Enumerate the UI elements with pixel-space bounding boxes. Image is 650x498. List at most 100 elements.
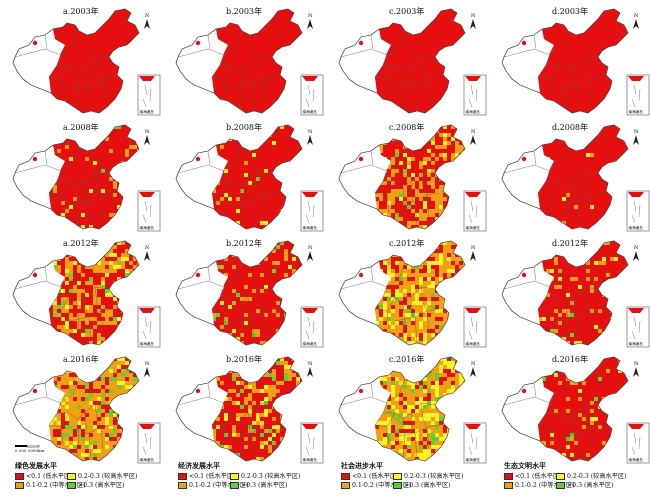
province-boundary (394, 192, 440, 206)
legend-item: >0.3 (高水平区) (556, 480, 614, 489)
legend-item: 0.1-0.2 (中等水平区) (178, 480, 249, 489)
north-arrow-icon (144, 367, 150, 377)
province-boundary (426, 310, 430, 334)
legend: 社会进步水平 <0.1 (低水平区) 0.2-0.3 (较高水平区) 0.1-0.2 … (341, 461, 501, 495)
legend-item: 0.2-0.3 (较高水平区) (67, 471, 138, 480)
panel-title: a.2012年 (63, 239, 99, 248)
legend: 经济发展水平 <0.1 (低水平区) 0.2-0.3 (较高水平区) 0.1-0.2 … (178, 461, 338, 495)
province-boundary (386, 426, 390, 446)
province-boundary (207, 34, 211, 50)
province-boundary (557, 424, 603, 438)
inset-label: 南海诸岛 (303, 109, 318, 114)
province-boundary (57, 54, 110, 72)
north-label: N (308, 361, 313, 367)
province-boundary (386, 146, 406, 172)
inset-box (137, 422, 161, 464)
north-arrow-icon (144, 251, 150, 261)
north-arrow-icon (307, 367, 313, 377)
province-boundary (247, 412, 251, 434)
legend-title: 绿色发展水平 (15, 461, 57, 470)
province-boundary (220, 286, 273, 304)
province-boundary (533, 266, 537, 282)
inset-box (300, 190, 324, 232)
province-boundary (223, 146, 243, 172)
china-map: N 南海诸岛 (501, 8, 650, 116)
china-map: N 南海诸岛 (175, 8, 324, 116)
north-arrow-icon (307, 135, 313, 145)
province-boundary (394, 76, 440, 90)
legend-title: 生态文明水平 (504, 461, 546, 470)
province-boundary (557, 192, 603, 206)
province-boundary (583, 286, 591, 312)
inset-box (626, 74, 650, 116)
north-label: N (308, 13, 313, 19)
panel-title: b.2012年 (226, 239, 263, 248)
panel-title: b.2008年 (226, 123, 263, 132)
province-boundary (414, 432, 418, 460)
province-boundary (394, 424, 440, 438)
legend-swatch (341, 473, 350, 480)
province-boundary (402, 186, 406, 226)
legend-item: >0.3 (高水平区) (67, 480, 125, 489)
panel-title: c.2003年 (389, 7, 425, 16)
legend-swatch (556, 473, 565, 480)
province-boundary (414, 316, 418, 344)
city-marker (358, 156, 364, 162)
province-boundary (57, 402, 110, 420)
city-marker (32, 272, 38, 278)
city-marker (521, 388, 527, 394)
map-panel: N 南海诸岛 b.2003年 (168, 5, 328, 119)
north-arrow-icon (633, 135, 639, 145)
legend-label: 0.2-0.3 (较高水平区) (404, 473, 464, 480)
legend-title: 社会进步水平 (341, 461, 383, 470)
map-panel: N 南海诸岛 c.2003年 (331, 5, 491, 119)
legend-item: 0.2-0.3 (较高水平区) (556, 471, 627, 480)
panel-title: b.2016年 (226, 355, 263, 364)
province-boundary (60, 426, 64, 446)
legend-swatch (67, 482, 76, 489)
inset-label: 南海诸岛 (466, 341, 481, 346)
inset-box (300, 74, 324, 116)
north-arrow-icon (144, 135, 150, 145)
north-label: N (471, 361, 476, 367)
city-marker (358, 272, 364, 278)
panel-title: c.2016年 (389, 355, 425, 364)
province-boundary (549, 310, 553, 330)
province-boundary (565, 70, 569, 110)
north-label: N (308, 245, 313, 251)
province-boundary (383, 402, 436, 420)
province-boundary (426, 426, 430, 450)
legend-label: 0.2-0.3 (较高水平区) (241, 473, 301, 480)
province-boundary (565, 418, 569, 458)
legend-label: 0.2-0.3 (较高水平区) (78, 473, 138, 480)
city-marker (32, 40, 38, 46)
province-boundary (239, 186, 243, 226)
province-boundary (394, 308, 440, 322)
china-map: N 南海诸岛 (338, 240, 487, 348)
panel-title: b.2003年 (226, 7, 263, 16)
province-boundary (263, 194, 267, 218)
city-marker (195, 272, 201, 278)
province-boundary (100, 194, 104, 218)
scale-bar: 0 500 1000km (15, 444, 75, 455)
province-boundary (60, 378, 80, 404)
province-boundary (549, 78, 553, 98)
province-boundary (94, 286, 102, 312)
province-boundary (402, 418, 406, 458)
legend: 生态文明水平 <0.1 (低水平区) 0.2-0.3 (较高水平区) 0.1-0.2 … (504, 461, 650, 495)
province-boundary (386, 78, 390, 98)
province-boundary (44, 150, 48, 166)
north-label: N (634, 245, 639, 251)
city-marker (195, 156, 201, 162)
province-boundary (583, 402, 591, 428)
legend-item: 0.1-0.2 (中等水平区) (341, 480, 412, 489)
legend-swatch (178, 482, 187, 489)
china-map: N 南海诸岛 (12, 8, 161, 116)
province-boundary (546, 54, 599, 72)
legend-swatch (504, 482, 513, 489)
province-boundary (223, 426, 227, 446)
map-panel: N 南海诸岛 a.2016年 (5, 353, 165, 467)
inset-box (137, 74, 161, 116)
city-marker (195, 40, 201, 46)
legend-swatch (230, 473, 239, 480)
